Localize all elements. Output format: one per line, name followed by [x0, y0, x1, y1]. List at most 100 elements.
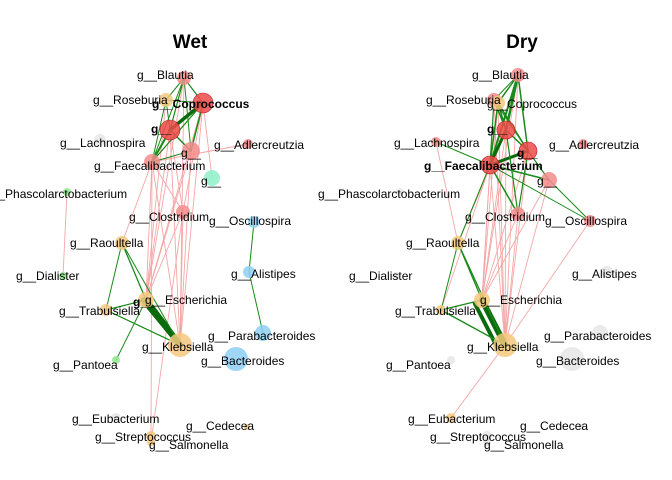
node-streptococcus	[146, 431, 156, 441]
node-raoultella	[451, 236, 465, 250]
node-label-lachnospira: g__Lachnospira	[60, 136, 146, 150]
node-label-adlercreutzia: g__Adlercreutzia	[549, 138, 639, 152]
node-label-streptococcus: g__Streptococcus	[95, 430, 191, 444]
node-label-eubacterium: g__Eubacterium	[72, 412, 159, 426]
edge-lachnospira-faecalibacterium	[435, 141, 491, 166]
node-trabulsiella	[100, 304, 112, 316]
node-pantoea	[447, 356, 455, 364]
node-lachnospira	[431, 137, 441, 147]
node-dialister	[392, 272, 400, 280]
node-faecalibacterium	[480, 155, 500, 175]
edge-trabulsiella-klebsiella	[440, 309, 506, 346]
node-label-cedecea: g__Cedecea	[186, 419, 254, 433]
edge-blautia-g_red2	[517, 74, 529, 152]
node-clostridium	[176, 205, 190, 219]
node-label-g_esch: g__	[133, 295, 154, 309]
node-label-adlercreutzia: g__Adlercreutzia	[214, 138, 304, 152]
edge-clostridium-klebsiella	[504, 213, 519, 346]
node-label-faecalibacterium: g__Faecalibacterium	[94, 159, 205, 173]
edge-coprococcus-escherichia	[481, 102, 499, 301]
node-g_red1	[496, 120, 516, 140]
node-klebsiella	[168, 333, 192, 357]
node-faecalibacterium	[144, 154, 160, 170]
node-parabacteroides	[592, 325, 608, 341]
node-label-roseburia: g__Roseburia	[93, 93, 168, 107]
node-label-g_red1: g__	[487, 122, 508, 136]
node-clostridium	[511, 207, 525, 221]
edge-roseburia-klebsiella	[493, 99, 506, 346]
node-label-oscillospira: g__Oscillospira	[209, 214, 291, 228]
edge-g_pink2-escherichia	[145, 150, 192, 301]
node-label-g_mint: g__	[201, 174, 221, 188]
node-lachnospira	[94, 134, 106, 146]
panel-dry: Dry g__Blautia g__Roseburiag__Coprococcus…	[318, 32, 651, 452]
node-label-alistipes: g__Alistipes	[231, 267, 296, 281]
node-g_mint	[204, 170, 220, 186]
node-label-g_red1: g__	[151, 122, 172, 136]
node-label-g_pink3: g__	[537, 174, 557, 188]
edge-clostridium-escherichia	[481, 213, 519, 301]
node-label-parabacteroides: g__Parabacteroides	[544, 329, 651, 343]
node-label-salmonella: g__Salmonella	[149, 438, 229, 452]
node-alistipes	[601, 266, 613, 278]
node-parabacteroides	[255, 325, 271, 341]
node-label-clostridium: g__Clostridium	[129, 210, 209, 224]
node-cedecea	[244, 424, 250, 430]
edge-blautia-klebsiella	[504, 74, 519, 346]
edge-faecalibacterium-clostridium	[489, 164, 519, 215]
wet-labels: g__Blautiag__Roseburiag__Coprococcusg__g…	[0, 68, 315, 452]
node-label-bacteroides: g__Bacteroides	[536, 354, 619, 368]
node-g_pink3	[541, 172, 557, 188]
node-eubacterium	[446, 413, 456, 423]
node-streptococcus	[482, 431, 492, 441]
node-alistipes	[243, 266, 255, 278]
edge-g_pink3-escherichia	[481, 179, 550, 301]
edge-faecalibacterium-klebsiella	[489, 164, 506, 346]
node-label-klebsiella: g__Klebsiella	[467, 340, 539, 354]
edge-g_pink2-klebsiella	[179, 150, 192, 346]
node-adlercreutzia	[578, 139, 588, 149]
edge-faecalibacterium-raoultella	[121, 161, 153, 244]
node-label-dialister: g__Dialister	[349, 269, 412, 283]
wet-nodes	[59, 71, 271, 446]
node-label-escherichia: g__Escherichia	[480, 293, 562, 307]
node-trabulsiella	[436, 305, 446, 315]
edge-raoultella-faecalibacterium	[457, 164, 491, 244]
edge-raoultella-trabulsiella	[105, 242, 123, 311]
node-blautia	[177, 71, 191, 85]
node-label-parabacteroides: g__Parabacteroides	[208, 329, 315, 343]
node-label-escherichia: g__Escherichia	[145, 293, 227, 307]
node-label-klebsiella: g__Klebsiella	[142, 340, 214, 354]
node-label-pantoea: g__Pantoea	[53, 358, 118, 372]
node-g_red2	[518, 141, 538, 161]
node-label-phascolarctobacterium: g__Phascolarctobacterium	[318, 187, 460, 201]
node-label-cedecea: g__Cedecea	[520, 419, 588, 433]
node-escherichia	[138, 292, 154, 308]
edge-g_red1-klebsiella	[169, 129, 181, 346]
node-label-alistipes: g__Alistipes	[572, 267, 637, 281]
node-coprococcus	[192, 92, 214, 114]
node-oscillospira	[584, 215, 596, 227]
edge-oscillospira-alistipes	[248, 221, 255, 273]
edge-raoultella-trabulsiella	[440, 242, 459, 311]
node-salmonella	[147, 438, 155, 446]
node-label-lachnospira: g__Lachnospira	[394, 136, 480, 150]
dry-nodes	[392, 68, 613, 446]
node-label-trabulsiella: g__Trabulsiella	[395, 304, 476, 318]
edge-escherichia-pantoea	[115, 299, 147, 361]
edge-lachnospira-raoultella	[435, 141, 459, 244]
node-label-coprococcus: g__Coprococcus	[152, 97, 250, 111]
edge-faecalibacterium-escherichia	[145, 161, 153, 301]
node-pantoea	[112, 356, 120, 364]
edge-blautia-faecalibacterium	[489, 74, 519, 166]
node-escherichia	[474, 292, 490, 308]
node-cedecea	[578, 424, 584, 430]
node-label-streptococcus: g__Streptococcus	[430, 430, 526, 444]
edge-roseburia-faecalibacterium	[151, 99, 167, 163]
edge-oscillospira-klebsiella	[504, 220, 591, 346]
node-blautia	[511, 68, 525, 82]
edge-adlercreutzia-faecalibacterium	[151, 143, 249, 163]
edge-klebsiella-eubacterium	[450, 344, 506, 419]
